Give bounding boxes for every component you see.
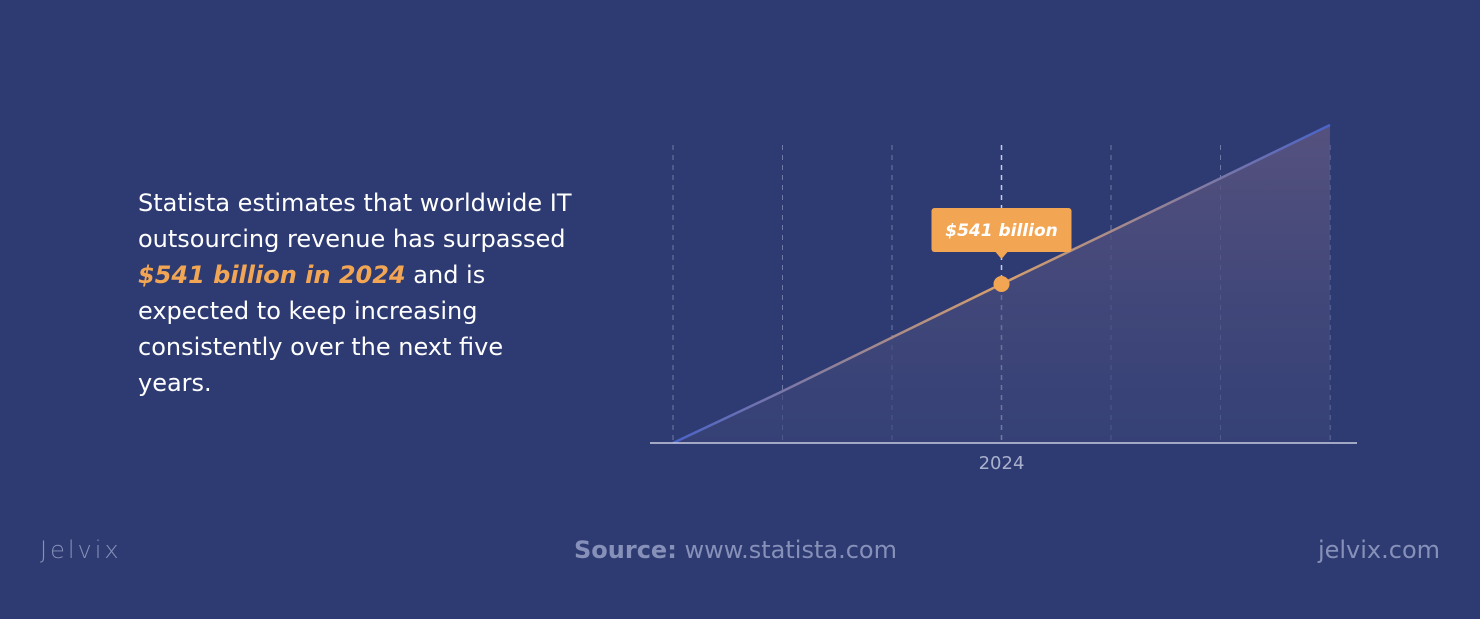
- callout-box: [931, 208, 1072, 252]
- description: Statista estimates that worldwide IT out…: [138, 185, 583, 401]
- x-tick-label: 2024: [979, 453, 1025, 474]
- source: Source: www.statista.com: [574, 536, 897, 564]
- point: [993, 276, 1010, 292]
- highlight: $541 billion in 2024: [138, 261, 406, 289]
- site: jelvix.com: [1317, 536, 1440, 564]
- callout-pointer: [995, 252, 1008, 259]
- source-label: Source:: [574, 536, 677, 564]
- text: and is expected to keep increasing consi…: [138, 261, 504, 397]
- value-label: $541 billion: [945, 221, 1058, 241]
- text: Statista estimates that worldwide IT out…: [138, 189, 572, 253]
- logo: Jelvix: [40, 536, 122, 564]
- source-url: www.statista.com: [684, 536, 897, 564]
